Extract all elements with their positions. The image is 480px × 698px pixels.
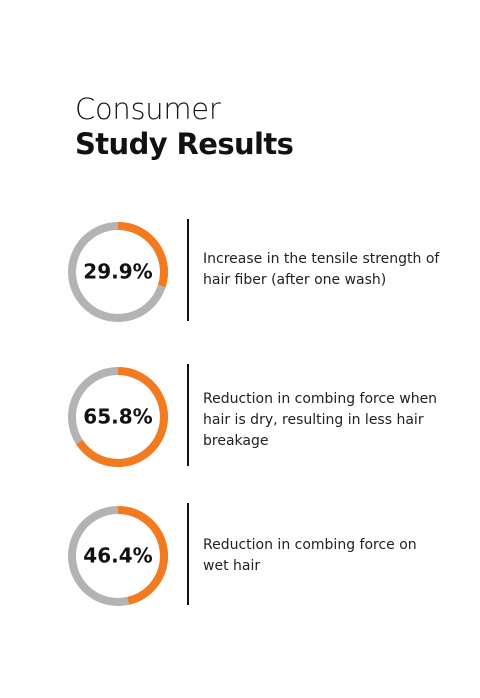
ring-value <box>117 506 168 605</box>
divider <box>187 219 189 321</box>
divider <box>187 503 189 605</box>
value-label: 46.4% <box>83 544 152 568</box>
value-label: 29.9% <box>83 260 152 284</box>
description: Reduction in combing force on wet hair <box>203 537 417 574</box>
ring-value <box>76 367 168 467</box>
title-bold: Study Results <box>75 127 294 161</box>
description: Increase in the tensile strength of hair… <box>203 251 440 288</box>
title-light: Consumer <box>75 92 221 126</box>
description: Reduction in combing force when hair is … <box>203 391 438 449</box>
ring-value <box>117 222 168 288</box>
value-label: 65.8% <box>83 405 152 429</box>
divider <box>187 364 189 466</box>
